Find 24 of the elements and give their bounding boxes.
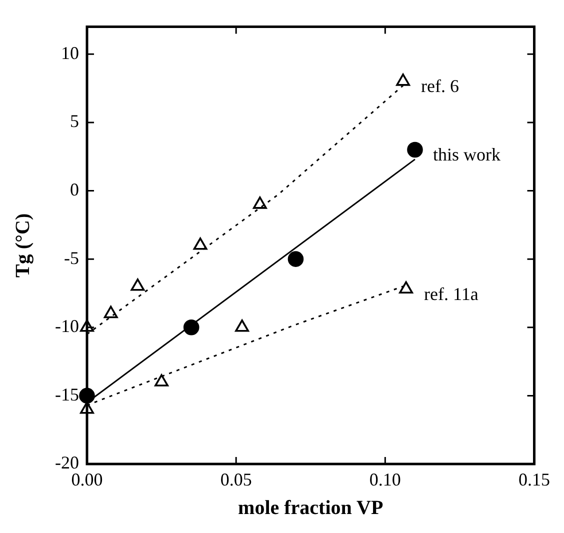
series-label: this work	[432, 144, 500, 164]
point	[396, 74, 410, 86]
point	[130, 278, 145, 291]
point	[104, 306, 118, 318]
y-axis-title: Tg (°C)	[12, 213, 34, 278]
y-tick-label: -10	[55, 316, 79, 336]
point	[399, 281, 413, 294]
point	[193, 238, 208, 250]
y-tick-label: -5	[64, 248, 79, 268]
x-axis-title: mole fraction VP	[238, 497, 384, 520]
y-tick-label: 0	[70, 179, 79, 200]
y-tick-label: 10	[61, 42, 79, 63]
series-label: ref. 11a	[424, 284, 478, 304]
x-tick-label: 0.10	[369, 470, 401, 490]
series-label: ref. 6	[421, 76, 460, 96]
x-tick-label: 0.05	[220, 470, 252, 490]
y-tick-label: -15	[55, 384, 79, 404]
y-tick-label: 5	[70, 111, 79, 132]
point	[235, 319, 250, 332]
x-tick-label: 0.15	[518, 470, 550, 490]
point	[252, 196, 267, 209]
point	[80, 401, 94, 414]
point	[80, 319, 94, 332]
point	[154, 374, 169, 386]
